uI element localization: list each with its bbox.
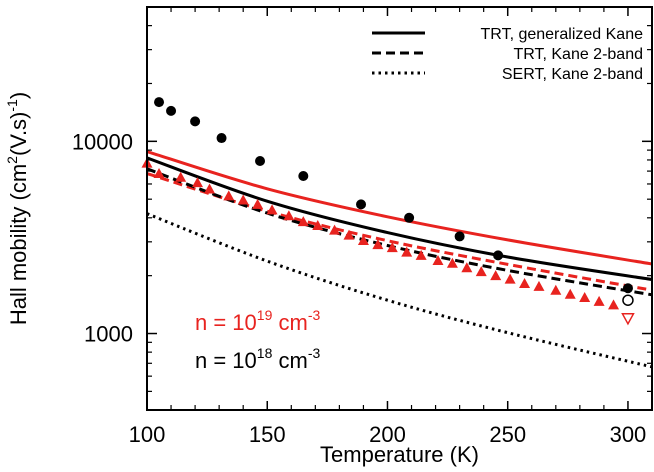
legend-label: TRT, Kane 2-band [513, 46, 643, 63]
x-axis-label: Temperature (K) [320, 442, 479, 467]
data-point-triangle [283, 210, 295, 221]
data-point-circle [154, 97, 165, 108]
data-point-triangle [446, 257, 458, 268]
data-point-triangle [550, 284, 562, 295]
y-axis-label: Hall mobility (cm2(V.s)-1) [4, 92, 31, 325]
data-point-open-triangle [621, 313, 635, 326]
data-point-triangle [475, 266, 487, 277]
data-point-triangle [490, 270, 502, 281]
plot-frame [146, 6, 653, 411]
data-point-circle [454, 231, 465, 242]
y-tick-label: 10000 [72, 129, 133, 154]
data-point-circle [356, 199, 367, 210]
data-point-triangle [266, 204, 278, 215]
curve-red-solid [147, 150, 652, 266]
concentration-label: n = 1018 cm-3 [195, 345, 320, 373]
data-point-triangle [519, 278, 531, 289]
plot-points [141, 97, 635, 326]
data-point-triangle [297, 216, 309, 227]
data-point-triangle [329, 224, 341, 235]
data-point-triangle [223, 190, 235, 201]
data-point-circle [298, 171, 309, 182]
data-point-triangle [237, 194, 249, 205]
data-point-triangle [432, 254, 444, 265]
data-point-triangle [386, 242, 398, 253]
data-point-triangle [461, 262, 473, 273]
data-point-triangle [593, 295, 605, 306]
curve-black-solid [147, 156, 652, 281]
data-point-circle [166, 105, 177, 116]
data-point-circle [216, 133, 227, 144]
x-axis-ticks: 100 150 200 250 300 [129, 7, 653, 447]
annotations: n = 1019 cm-3 n = 1018 cm-3 [195, 307, 320, 373]
x-tick-label: 100 [129, 422, 166, 447]
y-tick-label: 1000 [84, 322, 133, 347]
data-point-triangle [579, 291, 591, 302]
data-point-triangle [533, 280, 545, 291]
data-point-triangle [204, 183, 216, 194]
x-tick-label: 200 [369, 422, 406, 447]
data-point-triangle [343, 229, 355, 240]
data-point-triangle [608, 299, 620, 310]
curve-black-dotted [147, 212, 652, 369]
y-axis-ticks: 1000 10000 [72, 25, 652, 392]
curve-red-dashed [147, 172, 652, 292]
legend: TRT, generalized Kane TRT, Kane 2-band SER… [372, 26, 643, 83]
concentration-label: n = 1019 cm-3 [195, 307, 320, 335]
data-point-triangle [415, 249, 427, 260]
data-point-triangle [153, 168, 165, 179]
data-point-circle [190, 116, 201, 127]
data-point-open-circle [622, 294, 634, 306]
x-tick-label: 250 [489, 422, 526, 447]
data-point-triangle [504, 273, 516, 284]
legend-label: SERT, Kane 2-band [502, 66, 643, 83]
data-point-triangle [401, 246, 413, 257]
data-point-circle [255, 156, 266, 167]
data-point-circle [622, 283, 633, 294]
data-point-triangle [372, 239, 384, 250]
x-tick-label: 150 [249, 422, 286, 447]
data-point-triangle [357, 234, 369, 245]
x-tick-label: 300 [610, 422, 647, 447]
data-point-triangle [192, 177, 203, 188]
data-point-triangle [175, 171, 187, 182]
legend-label: TRT, generalized Kane [481, 26, 644, 43]
data-point-circle [493, 250, 504, 261]
data-point-circle [404, 212, 415, 223]
data-point-triangle [312, 219, 324, 230]
data-point-triangle [564, 288, 576, 299]
data-point-triangle [252, 198, 264, 209]
